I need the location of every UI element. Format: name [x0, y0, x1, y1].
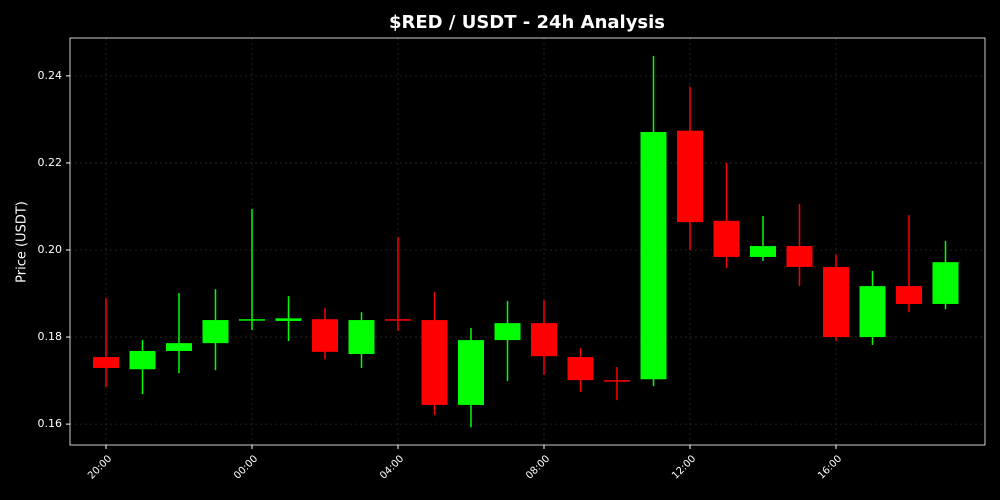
plot-frame — [69, 37, 986, 446]
candle-body — [421, 320, 448, 405]
y-tick-label: 0.22 — [38, 156, 63, 169]
y-tick-label: 0.24 — [38, 69, 63, 82]
candle-body — [239, 319, 265, 321]
y-tick-label: 0.20 — [38, 243, 63, 256]
candle-body — [896, 286, 922, 304]
candle-body — [640, 132, 667, 380]
chart-title: $RED / USDT - 24h Analysis — [389, 12, 665, 33]
candle-body — [202, 320, 229, 344]
candle-body — [93, 357, 119, 368]
candle-body — [713, 220, 740, 257]
candle-body — [932, 262, 959, 304]
candle-body — [458, 340, 484, 405]
candle-body — [750, 246, 776, 257]
candle-body — [823, 266, 849, 338]
candle-body — [275, 318, 302, 321]
candle-body — [348, 320, 375, 355]
y-axis-label: Price (USDT) — [15, 201, 30, 283]
candle-body — [786, 246, 813, 267]
candle-body — [531, 323, 557, 357]
candle-body — [677, 130, 703, 223]
y-tick-label: 0.16 — [38, 417, 63, 430]
candle-body — [129, 350, 156, 370]
candle-body — [166, 343, 192, 351]
y-tick-label: 0.18 — [38, 330, 63, 343]
candle-body — [859, 286, 886, 338]
candle-body — [312, 319, 338, 352]
candle-body — [567, 357, 594, 381]
candle-body — [385, 319, 411, 321]
candle-body — [494, 323, 521, 341]
candle-body — [604, 380, 630, 382]
